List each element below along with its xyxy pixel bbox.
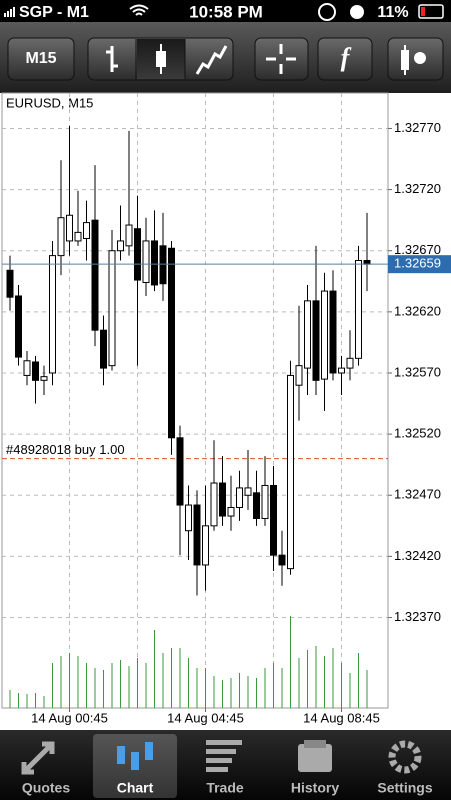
candle-body bbox=[227, 506, 235, 517]
tab-label[interactable]: Settings bbox=[377, 780, 432, 796]
battery-level bbox=[421, 7, 425, 16]
candle-body bbox=[91, 219, 99, 331]
trade-icon bbox=[206, 740, 242, 772]
y-tick-label: 1.32720 bbox=[394, 181, 441, 196]
current-price-tag bbox=[388, 255, 451, 274]
candle-body bbox=[6, 269, 14, 298]
crosshair-icon bbox=[266, 44, 296, 74]
y-tick-label: 1.32370 bbox=[394, 609, 441, 624]
tab-label[interactable]: Quotes bbox=[22, 780, 70, 796]
candle-body bbox=[134, 228, 141, 281]
candle-body bbox=[253, 492, 260, 519]
battery-percent: 11% bbox=[377, 4, 408, 21]
candle-body bbox=[185, 504, 192, 532]
candle-body bbox=[142, 240, 150, 284]
indicators-button[interactable] bbox=[317, 37, 373, 81]
current-price-label: 1.32659 bbox=[394, 256, 441, 271]
timeframe-button[interactable] bbox=[7, 37, 75, 81]
timeframe-label: M15 bbox=[25, 50, 56, 67]
candle-body bbox=[355, 260, 362, 359]
candle-body bbox=[346, 357, 354, 369]
candle-body bbox=[74, 231, 82, 242]
x-tick-label: 14 Aug 08:45 bbox=[303, 710, 380, 725]
crosshair-button[interactable] bbox=[254, 37, 309, 81]
candle-body bbox=[236, 487, 243, 508]
candle-body bbox=[15, 295, 22, 358]
candle-chart-icon[interactable] bbox=[156, 44, 166, 74]
settings-icon bbox=[388, 740, 422, 774]
candle-body bbox=[304, 300, 311, 369]
candle-body bbox=[40, 376, 48, 381]
candle-body bbox=[321, 290, 328, 380]
candle-body bbox=[23, 360, 31, 376]
clock: 10:58 PM bbox=[189, 2, 263, 21]
candle-body bbox=[329, 290, 337, 374]
candle-body bbox=[295, 365, 303, 386]
candle-body bbox=[176, 437, 184, 506]
indicators-label: f bbox=[341, 43, 352, 72]
rotation-lock-icon bbox=[318, 3, 336, 21]
chart-background bbox=[0, 93, 451, 730]
x-tick-label: 14 Aug 00:45 bbox=[31, 710, 108, 725]
candle-body bbox=[49, 255, 56, 374]
candle-body bbox=[125, 224, 133, 247]
candle-body bbox=[100, 329, 107, 369]
y-tick-label: 1.32470 bbox=[394, 487, 441, 502]
candle-body bbox=[159, 245, 167, 285]
candle-body bbox=[32, 361, 39, 381]
order-label: #48928018 buy 1.00 bbox=[6, 442, 125, 457]
y-tick-label: 1.32520 bbox=[394, 426, 441, 441]
carrier: SGP - M1 bbox=[19, 4, 89, 21]
candle-body bbox=[338, 367, 345, 374]
candle-body bbox=[151, 240, 158, 286]
quotes-icon bbox=[21, 741, 55, 775]
candle-body bbox=[83, 222, 90, 239]
y-tick-label: 1.32670 bbox=[394, 242, 441, 257]
candle-body bbox=[278, 554, 286, 566]
chart-settings-icon bbox=[401, 45, 426, 75]
tabs: Quotes Chart Trade History Settings bbox=[22, 780, 433, 796]
candle-body bbox=[108, 250, 116, 367]
plot: 1.32770 1.32720 1.32670 1.32620 1.32570 1.325… bbox=[2, 93, 451, 725]
y-tick-label: 1.32570 bbox=[394, 364, 441, 379]
tab-label[interactable]: History bbox=[291, 780, 339, 796]
chart-tab-icon bbox=[117, 742, 153, 770]
candle-body bbox=[244, 487, 252, 496]
signal-icon bbox=[4, 7, 15, 17]
candle-body bbox=[312, 300, 320, 381]
candle-body bbox=[168, 247, 175, 439]
history-icon bbox=[298, 740, 332, 772]
chart-title: EURUSD, M15 bbox=[6, 95, 93, 110]
tab-label[interactable]: Chart bbox=[117, 780, 154, 796]
y-tick-label: 1.32420 bbox=[394, 548, 441, 563]
battery-icon bbox=[418, 4, 444, 19]
plot-frame bbox=[1, 92, 389, 709]
candle-body bbox=[219, 482, 226, 517]
bar-chart-icon[interactable] bbox=[106, 46, 118, 72]
candle-body bbox=[210, 482, 218, 527]
candle-body bbox=[363, 260, 371, 265]
candle-body bbox=[202, 525, 209, 566]
tab-label[interactable]: Trade bbox=[206, 780, 244, 796]
x-tick-label: 14 Aug 04:45 bbox=[167, 710, 244, 725]
candle-body bbox=[261, 484, 269, 519]
status-bar bbox=[0, 0, 451, 22]
wifi-icon bbox=[129, 4, 149, 16]
alarm-icon bbox=[350, 5, 364, 19]
candle-body bbox=[270, 484, 277, 556]
candle-body bbox=[57, 217, 65, 257]
y-tick-label: 1.32770 bbox=[394, 120, 441, 135]
line-chart-icon[interactable] bbox=[195, 45, 228, 75]
candle-body bbox=[117, 240, 124, 252]
candle-body bbox=[193, 504, 201, 566]
candle-body bbox=[287, 374, 294, 570]
y-tick-label: 1.32620 bbox=[394, 303, 441, 318]
candle-body bbox=[66, 214, 73, 242]
